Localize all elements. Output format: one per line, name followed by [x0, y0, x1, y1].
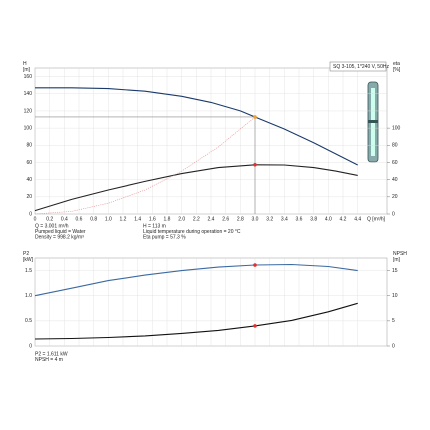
info-text: H = 113 m	[143, 223, 166, 229]
y-tick-label: 140	[24, 91, 33, 97]
info-text: Pumped liquid = Water	[35, 229, 86, 235]
y2-axis-label: eta [%]	[393, 61, 401, 73]
x-tick-label: 1.2	[120, 216, 127, 222]
curve	[34, 263, 358, 297]
y-tick-label: 20	[26, 194, 32, 200]
x-tick-label: 1.0	[105, 216, 112, 222]
x-tick-label: 3.6	[296, 216, 303, 222]
curve	[35, 87, 358, 166]
info-text: NPSH = 4 m	[35, 357, 63, 363]
curve	[34, 116, 256, 215]
x-tick-label: 1.8	[164, 216, 171, 222]
x-tick-label: 2.4	[208, 216, 215, 222]
x-tick-label: 0.6	[76, 216, 83, 222]
y-tick-label: 0.5	[25, 318, 32, 324]
y2-tick-label: 20	[392, 194, 398, 200]
x-tick-label: 0.2	[46, 216, 53, 222]
y2-axis-label: NPSH [m]	[393, 251, 407, 263]
x-tick-label: 1.6	[149, 216, 156, 222]
y2-tick-label: 10	[392, 293, 398, 299]
info-text: Q = 3.001 m³/h	[35, 223, 69, 229]
info-text: Eta pump = 57.3 %	[143, 234, 186, 240]
y-tick-label: 160	[24, 74, 33, 80]
x-tick-label: 3.8	[310, 216, 317, 222]
curve	[34, 164, 358, 212]
x-tick-label: 3.0	[252, 216, 259, 222]
x-tick-label: 0.8	[90, 216, 97, 222]
x-tick-label: 4.4	[354, 216, 361, 222]
curve	[34, 302, 358, 340]
x-tick-label: 3.4	[281, 216, 288, 222]
x-tick-label: 2.6	[222, 216, 229, 222]
y-axis-label: P2 [kW]	[23, 251, 34, 263]
x-axis-label: Q [m³/h]	[367, 216, 386, 222]
pump-image	[367, 81, 379, 163]
operating-point	[253, 162, 257, 167]
y2-tick-label: 0	[392, 343, 395, 349]
y-tick-label: 0	[29, 211, 32, 217]
y-tick-label: 60	[26, 160, 32, 166]
x-tick-label: 4.2	[340, 216, 347, 222]
info-text: Density = 998.2 kg/m³	[35, 234, 84, 240]
x-tick-label: 1.4	[134, 216, 141, 222]
x-tick-label: 2.8	[237, 216, 244, 222]
y2-tick-label: 0	[392, 211, 395, 217]
y-tick-label: 120	[24, 108, 33, 114]
info-text: Liquid temperature during operation = 20…	[143, 229, 241, 235]
y2-tick-label: 80	[392, 143, 398, 149]
y-tick-label: 100	[24, 125, 33, 131]
x-tick-label: 2.2	[193, 216, 200, 222]
y2-tick-label: 40	[392, 177, 398, 183]
y-tick-label: 1.5	[25, 268, 32, 274]
x-tick-label: 4.0	[325, 216, 332, 222]
operating-point	[253, 263, 257, 267]
x-tick-label: 0.4	[61, 216, 68, 222]
operating-point	[253, 324, 257, 328]
x-tick-label: 2.0	[178, 216, 185, 222]
operating-point	[253, 115, 257, 119]
y2-tick-label: 100	[392, 125, 401, 131]
x-tick-label: 0	[34, 216, 37, 222]
y-tick-label: 1.0	[25, 293, 32, 299]
info-text: P2 = 1.611 kW	[35, 351, 68, 357]
y-tick-label: 80	[26, 143, 32, 149]
y2-tick-label: 15	[392, 268, 398, 274]
y2-tick-label: 60	[392, 160, 398, 166]
y-axis-label: H [m]	[23, 61, 31, 73]
legend-text: SQ 3-105, 1*240 V, 50Hz	[333, 64, 389, 70]
x-tick-label: 3.2	[266, 216, 273, 222]
y2-tick-label: 5	[392, 318, 395, 324]
legend-box	[329, 61, 387, 72]
y-tick-label: 40	[26, 177, 32, 183]
y-tick-label: 0	[29, 343, 32, 349]
